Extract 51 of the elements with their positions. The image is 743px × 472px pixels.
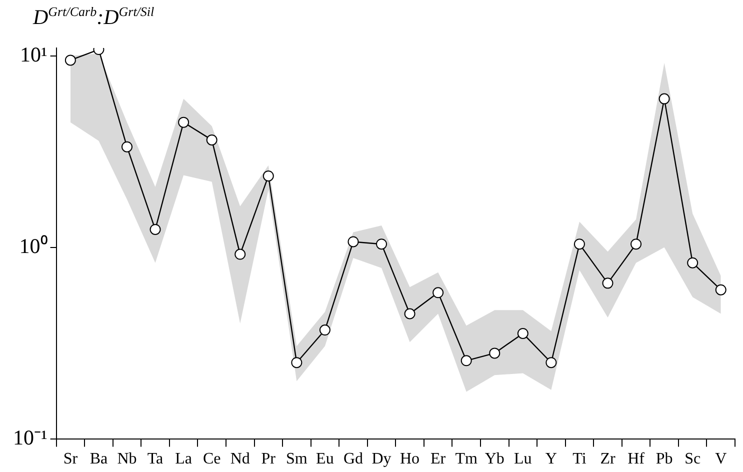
point bbox=[234, 248, 246, 260]
point bbox=[319, 324, 330, 336]
point bbox=[658, 93, 670, 104]
x-tick-label: Pb bbox=[656, 450, 673, 468]
x-tick-label: Tm bbox=[455, 450, 478, 468]
x-tick-label: Pr bbox=[261, 450, 276, 468]
x-tick-label: V bbox=[715, 450, 728, 468]
point bbox=[489, 348, 500, 359]
x-tick-label: Ce bbox=[202, 450, 221, 468]
point bbox=[348, 236, 359, 248]
x-tick-label: Y bbox=[545, 450, 558, 468]
point bbox=[460, 355, 472, 366]
y-tick-label: 10¹ bbox=[20, 42, 48, 66]
x-tick-label: Dy bbox=[372, 450, 392, 468]
point bbox=[121, 141, 132, 152]
point bbox=[150, 224, 161, 235]
point bbox=[64, 54, 76, 66]
point bbox=[546, 357, 557, 368]
point bbox=[262, 170, 274, 182]
y-tick-label: 10⁰ bbox=[19, 234, 48, 258]
x-tick-label: La bbox=[175, 450, 192, 468]
point bbox=[206, 134, 218, 146]
point bbox=[602, 278, 614, 289]
x-tick-label: Ba bbox=[90, 450, 108, 468]
point bbox=[376, 238, 388, 250]
point bbox=[178, 116, 190, 128]
x-tick-label: Zr bbox=[600, 450, 616, 468]
point bbox=[291, 357, 302, 368]
point bbox=[432, 287, 444, 298]
point bbox=[574, 238, 585, 250]
x-tick-label: Hf bbox=[628, 450, 646, 468]
x-tick-label: Nd bbox=[230, 450, 250, 468]
x-tick-label: Eu bbox=[316, 450, 334, 468]
point bbox=[404, 308, 416, 320]
y-tick-label: 10⁻¹ bbox=[13, 425, 48, 450]
x-tick-label: Ti bbox=[572, 450, 587, 468]
x-tick-label: Ta bbox=[147, 450, 164, 468]
x-tick-label: Ho bbox=[400, 450, 420, 468]
x-tick-label: Sm bbox=[286, 450, 308, 468]
point bbox=[517, 328, 528, 339]
y-axis-title: D$^{Grt/Carb}$:D$^{Grt/Sil}$ bbox=[33, 4, 154, 30]
x-tick-label: Lu bbox=[514, 450, 532, 468]
point bbox=[687, 257, 698, 268]
point bbox=[630, 238, 642, 250]
x-tick-label: Sr bbox=[63, 450, 78, 468]
x-tick-label: Nb bbox=[117, 450, 137, 468]
x-tick-label: Gd bbox=[343, 450, 364, 468]
point bbox=[715, 284, 726, 296]
x-tick-label: Yb bbox=[484, 450, 504, 468]
x-tick-label: Sc bbox=[684, 450, 701, 468]
x-tick-label: Er bbox=[430, 450, 446, 468]
